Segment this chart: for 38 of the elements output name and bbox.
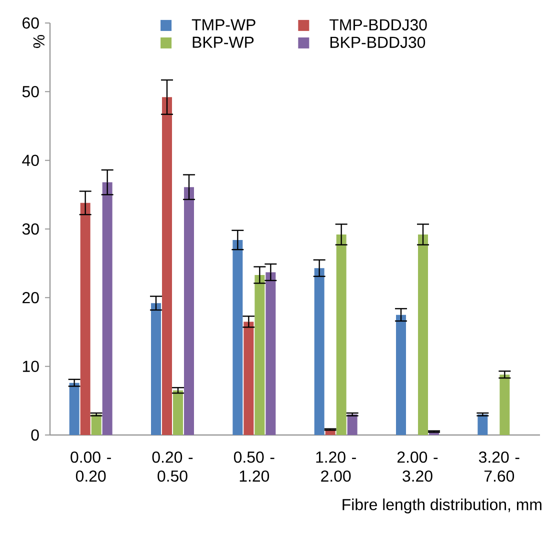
bar [478, 414, 488, 435]
legend-label: TMP-BDDJ30 [330, 19, 427, 30]
x-tick-label: 0.50 - 1.20 [234, 452, 274, 482]
bar [232, 240, 243, 435]
y-tick-label: 20 [22, 292, 39, 304]
legend-label: BKP-WP [192, 36, 254, 48]
bar [80, 202, 90, 435]
bar [500, 374, 510, 435]
y-axis-title: % [33, 34, 44, 48]
x-tick-label: 0.20 - 0.50 [152, 452, 193, 482]
x-tick-label: 2.00 - 3.20 [397, 452, 438, 482]
bar [151, 303, 161, 435]
x-axis-title: Fibre length distribution, mm [342, 498, 542, 514]
legend-label: TMP-WP [192, 19, 256, 30]
bar [91, 414, 102, 435]
x-tick-label: 1.20 - 2.00 [316, 452, 356, 482]
x-tick-label: 3.20 - 7.60 [478, 452, 520, 482]
bar [266, 272, 276, 435]
bar [69, 382, 80, 435]
bar [162, 97, 172, 435]
bar [102, 182, 112, 435]
y-tick-label: 40 [22, 154, 39, 166]
y-tick-label: 60 [22, 17, 39, 29]
bar [396, 314, 406, 435]
y-tick-label: 0 [31, 429, 39, 441]
bar [347, 414, 358, 435]
y-tick-label: 30 [22, 223, 39, 235]
bar [418, 234, 428, 435]
bar [254, 275, 265, 435]
y-tick-label: 10 [22, 360, 39, 372]
bar [314, 268, 324, 435]
bar [336, 234, 346, 435]
legend-label: BKP-BDDJ30 [330, 36, 426, 48]
bar [244, 322, 254, 435]
bar [173, 390, 183, 435]
x-tick-label: 0.00 - 0.20 [70, 452, 111, 482]
bar [184, 187, 194, 435]
y-tick-label: 50 [22, 86, 39, 98]
